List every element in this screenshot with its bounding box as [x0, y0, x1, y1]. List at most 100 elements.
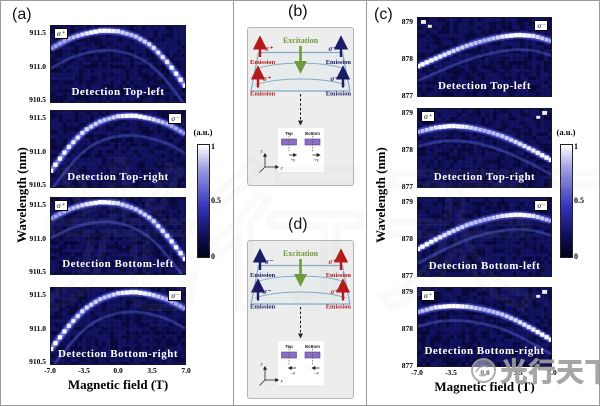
- heatmap-a-top-left-canvas: [51, 26, 185, 102]
- c-colorbar-title: (a.u.): [556, 127, 576, 137]
- polarization-badge: σ⁻: [168, 113, 182, 124]
- heatmap-a-bottom-left: σ⁺ Detection Bottom-left: [50, 197, 186, 275]
- c-ytick: 879: [401, 287, 413, 296]
- coordinate-axes: z x: [259, 150, 284, 173]
- c-ytick: 879: [401, 108, 413, 117]
- corner-top-right: σ⁻ Emission: [326, 35, 351, 66]
- detection-label: Detection Top-right: [67, 171, 169, 183]
- inner-curve-bottom: [254, 291, 347, 299]
- sigma-label: σ⁻: [331, 75, 340, 83]
- c-xtick: 0.0: [470, 368, 500, 377]
- emission-label: Emission: [250, 304, 276, 311]
- polarization-badge: σ⁺: [421, 111, 435, 122]
- c-ytick: 878: [401, 54, 413, 63]
- a-xtick: 0.0: [113, 366, 123, 375]
- heatmap-c-bottom-right-canvas: [418, 288, 551, 366]
- column-divider-right: [366, 1, 367, 405]
- watermark-logo-icon: [471, 358, 496, 383]
- c-ytick: 877: [401, 182, 413, 191]
- c-xtick: 3.5: [513, 368, 523, 377]
- c-ytick: 879: [401, 17, 413, 26]
- panel-c-label: (c): [374, 6, 393, 23]
- a-xtick: 7.0: [181, 366, 191, 375]
- heatmap-c-top-left-canvas: [418, 18, 551, 96]
- inset-background: [278, 341, 324, 385]
- heatmap-a-top-right: σ⁻ Detection Top-right: [50, 110, 186, 188]
- panel-b-schematic: Excitation σ⁺ Emission σ⁻ Emission σ⁺ Em…: [247, 27, 354, 186]
- excitation-label: Excitation: [283, 249, 319, 258]
- c-ytick: 877: [401, 271, 413, 280]
- detection-label: Detection Bottom-right: [57, 348, 179, 360]
- sigma-label: σ⁻: [329, 45, 338, 53]
- cross-section-inset: Top Bottom +x +x: [278, 128, 324, 172]
- heatmap-c-top-right: σ⁺ Detection Top-right: [417, 108, 552, 188]
- propagation-label: −x: [314, 371, 319, 376]
- detection-label: Detection Top-left: [71, 86, 165, 98]
- corner-top-left: σ⁻ Emission: [250, 248, 276, 279]
- panel-c-x-axis-label: Magnetic field (T): [434, 379, 535, 394]
- z-axis-label: z: [260, 363, 263, 368]
- a-colorbar-tick: 0.5: [211, 196, 221, 205]
- c-colorbar-tick: 0.5: [574, 196, 584, 205]
- heatmap-c-top-left: σ⁻ Detection Top-left: [417, 17, 552, 97]
- cross-section-inset: Top Bottom −x −x: [278, 341, 324, 385]
- propagation-label: +x: [291, 158, 296, 163]
- panel-d-label: (d): [288, 216, 308, 233]
- emission-label: Emission: [326, 91, 352, 98]
- a-ytick: 910.5: [29, 180, 46, 189]
- detection-label: Detection Bottom-left: [428, 260, 541, 272]
- c-ytick: 878: [401, 145, 413, 154]
- sigma-label: σ⁺: [331, 288, 340, 296]
- heatmap-c-bottom-left-canvas: [418, 198, 551, 276]
- emission-label: Emission: [250, 91, 276, 98]
- emission-label: Emission: [250, 59, 276, 66]
- heatmap-a-bottom-right: σ⁻ Detection Bottom-right: [50, 287, 186, 365]
- polarization-badge: σ⁺: [421, 290, 435, 301]
- a-ytick: 910.5: [29, 95, 46, 104]
- corner-bottom-left: σ⁻ Emission: [250, 278, 276, 311]
- x-axis-label: x: [280, 167, 284, 172]
- inset-background: [278, 128, 324, 172]
- a-xtick: -7.0: [44, 366, 56, 375]
- heatmap-c-bottom-right: σ⁺ Detection Bottom-right: [417, 287, 552, 367]
- y-axis-line-icon: [259, 166, 266, 173]
- c-colorbar: [560, 144, 573, 258]
- a-colorbar-title: (a.u.): [193, 127, 213, 137]
- a-ytick: 911.0: [29, 62, 46, 71]
- polarization-badge: σ⁺: [54, 28, 68, 39]
- corner-bottom-right: σ⁻ Emission: [326, 65, 352, 98]
- heatmap-a-top-right-canvas: [51, 111, 185, 187]
- corner-top-left: σ⁺ Emission: [250, 35, 276, 66]
- a-colorbar: [197, 144, 210, 258]
- polarization-badge: σ⁻: [168, 290, 182, 301]
- z-axis-label: z: [260, 150, 263, 155]
- c-xtick: 7.0: [547, 368, 557, 377]
- panel-a-x-axis-label: Magnetic field (T): [67, 377, 169, 392]
- detection-label: Detection Bottom-right: [424, 345, 545, 357]
- c-xtick: -7.0: [411, 368, 423, 377]
- a-ytick: 911.5: [29, 290, 46, 299]
- detection-label: Detection Bottom-left: [62, 258, 174, 270]
- c-ytick: 877: [401, 361, 413, 370]
- c-ytick: 878: [401, 234, 413, 243]
- column-divider-left: [233, 1, 234, 405]
- corner-bottom-left: σ⁺ Emission: [250, 65, 276, 98]
- watermark: 光行天下: [470, 352, 600, 389]
- heatmap-c-top-right-canvas: [418, 109, 551, 187]
- panel-d-schematic: Excitation σ⁻ Emission σ⁺ Emission σ⁻ Em…: [247, 240, 354, 399]
- panel-a-label: (a): [12, 6, 32, 23]
- polarization-badge: σ⁺: [54, 200, 68, 211]
- heatmap-a-bottom-right-canvas: [51, 288, 185, 364]
- panel-d-schematic-svg: Excitation σ⁻ Emission σ⁺ Emission σ⁻ Em…: [250, 248, 351, 386]
- heatmap-a-top-left: σ⁺ Detection Top-left: [50, 25, 186, 103]
- a-ytick: 911.0: [29, 234, 46, 243]
- x-axis-label: x: [280, 380, 284, 385]
- c-ytick: 877: [401, 91, 413, 100]
- detection-label: Detection Top-right: [433, 171, 536, 183]
- c-ytick: 878: [401, 324, 413, 333]
- c-xtick: -3.5: [445, 368, 457, 377]
- inner-curve-bottom: [254, 78, 347, 86]
- corner-top-right: σ⁺ Emission: [326, 248, 351, 279]
- propagation-label: −x: [291, 371, 296, 376]
- sigma-label: σ⁺: [265, 45, 274, 53]
